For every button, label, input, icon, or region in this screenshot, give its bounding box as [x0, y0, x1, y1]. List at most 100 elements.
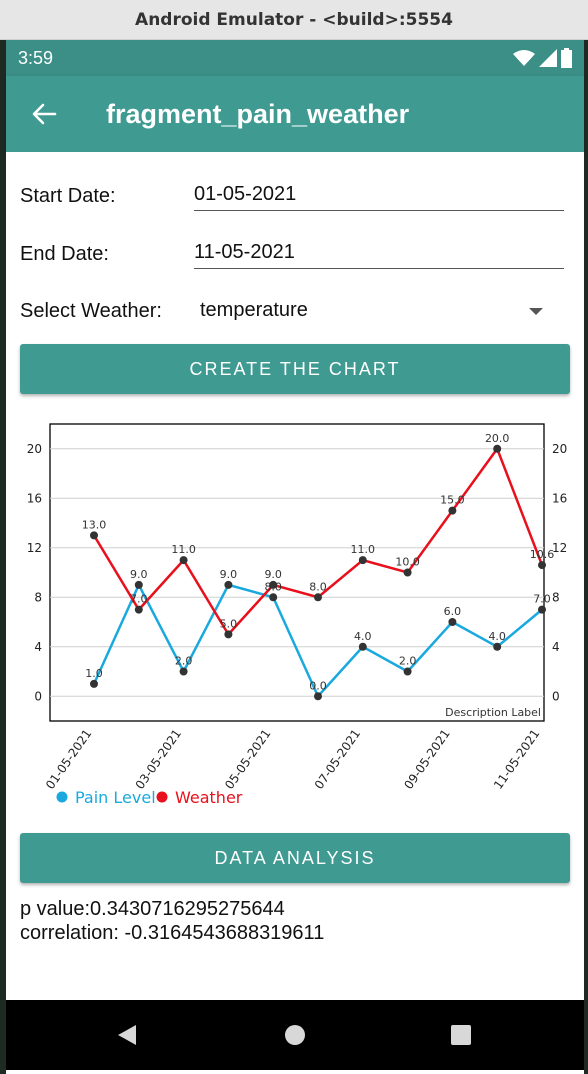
data-point	[179, 556, 188, 565]
y-axis-right-tick-label: 20	[552, 442, 567, 456]
data-value-label: 4.0	[488, 630, 506, 643]
p-value-text: p value:0.3430716295275644	[20, 898, 285, 920]
back-button[interactable]	[6, 76, 82, 152]
data-value-label: 4.0	[354, 630, 372, 643]
y-axis-right-tick-label: 12	[552, 541, 567, 555]
data-point	[90, 531, 98, 540]
data-point	[403, 568, 412, 577]
start-date-label: Start Date:	[20, 185, 116, 207]
data-value-label: 15.0	[440, 494, 465, 507]
data-value-label: 10.0	[395, 556, 420, 569]
x-axis-tick-label: 03-05-2021	[133, 727, 184, 792]
y-axis-right-tick-label: 4	[552, 640, 560, 654]
window-title-bar: Android Emulator - <build>:5554	[0, 0, 588, 40]
data-point	[269, 580, 278, 589]
data-point	[538, 605, 546, 614]
legend-marker-pain-level	[56, 791, 68, 803]
data-point	[493, 642, 502, 651]
data-value-label: 7.0	[533, 593, 551, 606]
data-point	[493, 444, 502, 453]
data-point	[134, 580, 143, 589]
data-point	[269, 593, 278, 602]
app-bar: fragment_pain_weather	[6, 76, 584, 152]
data-value-label: 1.0	[85, 667, 103, 680]
y-axis-right-tick-label: 0	[552, 689, 560, 703]
data-value-label: 11.0	[351, 543, 376, 556]
data-point	[448, 506, 457, 515]
end-date-label: End Date:	[20, 243, 109, 265]
app-title: fragment_pain_weather	[106, 98, 410, 129]
nav-back-icon[interactable]	[116, 1023, 138, 1047]
frame-left	[0, 40, 6, 1074]
x-axis-tick-label: 11-05-2021	[491, 727, 542, 792]
navigation-bar	[6, 1000, 584, 1070]
nav-recents-icon[interactable]	[451, 1025, 471, 1045]
frame-right	[584, 40, 588, 1074]
correlation-text: correlation: -0.3164543688319611	[20, 922, 325, 944]
data-point	[179, 667, 188, 676]
end-date-input[interactable]	[194, 241, 564, 269]
data-value-label: 8.0	[309, 580, 327, 593]
data-point	[224, 630, 233, 639]
start-date-input[interactable]	[194, 183, 564, 211]
data-point	[314, 593, 322, 602]
legend-label: Pain Level	[75, 788, 156, 807]
data-point	[358, 642, 367, 651]
arrow-left-icon	[32, 103, 57, 125]
weather-dropdown[interactable]: temperature	[194, 292, 564, 332]
legend-label: Weather	[175, 788, 243, 807]
data-value-label: 10.6	[530, 548, 555, 561]
content-area: Start Date: End Date: Select Weather: te…	[6, 152, 584, 1000]
data-value-label: 9.0	[130, 568, 148, 581]
chevron-down-icon	[529, 308, 543, 315]
data-point	[314, 692, 322, 701]
x-axis-tick-label: 09-05-2021	[401, 727, 452, 792]
data-analysis-button[interactable]: DATA ANALYSIS	[20, 833, 570, 883]
chart-description-label: Description Label	[445, 706, 541, 719]
data-point	[90, 679, 98, 688]
battery-icon	[561, 48, 572, 68]
chart-plot-frame	[49, 423, 545, 722]
data-value-label: 6.0	[444, 605, 462, 618]
y-axis-left-tick-label: 4	[34, 640, 42, 654]
data-point	[538, 561, 546, 570]
status-time: 3:59	[18, 47, 54, 68]
x-axis-tick-label: 01-05-2021	[43, 727, 94, 792]
status-bar: 3:59	[6, 40, 584, 76]
data-value-label: 13.0	[82, 518, 107, 531]
data-point	[358, 556, 367, 565]
create-chart-button[interactable]: CREATE THE CHART	[20, 344, 570, 394]
data-point	[224, 580, 233, 589]
data-value-label: 7.0	[130, 593, 148, 606]
weather-label: Select Weather:	[20, 300, 162, 322]
window-title: Android Emulator - <build>:5554	[135, 9, 453, 30]
legend-marker-weather	[156, 791, 168, 803]
weather-selected-value: temperature	[200, 299, 308, 321]
signal-icon	[539, 49, 557, 67]
data-point	[448, 618, 457, 626]
data-point	[403, 667, 412, 676]
data-value-label: 9.0	[264, 568, 282, 581]
x-axis-tick-label: 05-05-2021	[222, 727, 273, 792]
y-axis-right-tick-label: 16	[552, 491, 567, 505]
y-axis-right-tick-label: 8	[552, 590, 560, 604]
wifi-icon	[513, 50, 535, 66]
data-value-label: 2.0	[175, 655, 193, 668]
data-value-label: 11.0	[171, 543, 196, 556]
nav-home-icon[interactable]	[284, 1024, 306, 1046]
data-analysis-button-label: DATA ANALYSIS	[214, 847, 376, 868]
y-axis-left-tick-label: 0	[34, 689, 42, 703]
data-point	[134, 605, 143, 614]
data-value-label: 20.0	[485, 432, 510, 445]
status-icons	[513, 48, 572, 68]
y-axis-left-tick-label: 8	[34, 590, 42, 604]
y-axis-left-tick-label: 12	[27, 541, 42, 555]
data-value-label: 5.0	[220, 617, 238, 630]
data-value-label: 9.0	[220, 568, 238, 581]
x-axis-tick-label: 07-05-2021	[312, 727, 363, 792]
create-chart-button-label: CREATE THE CHART	[189, 358, 401, 379]
data-value-label: 0.0	[309, 679, 327, 692]
y-axis-left-tick-label: 20	[27, 442, 42, 456]
line-chart: 0 0 4 4 8 8 12 12 16 16 20 20 1.0 9.0 2.0 9.0 8.0 0.0 4.0 2…	[27, 423, 567, 807]
data-value-label: 2.0	[399, 655, 417, 668]
